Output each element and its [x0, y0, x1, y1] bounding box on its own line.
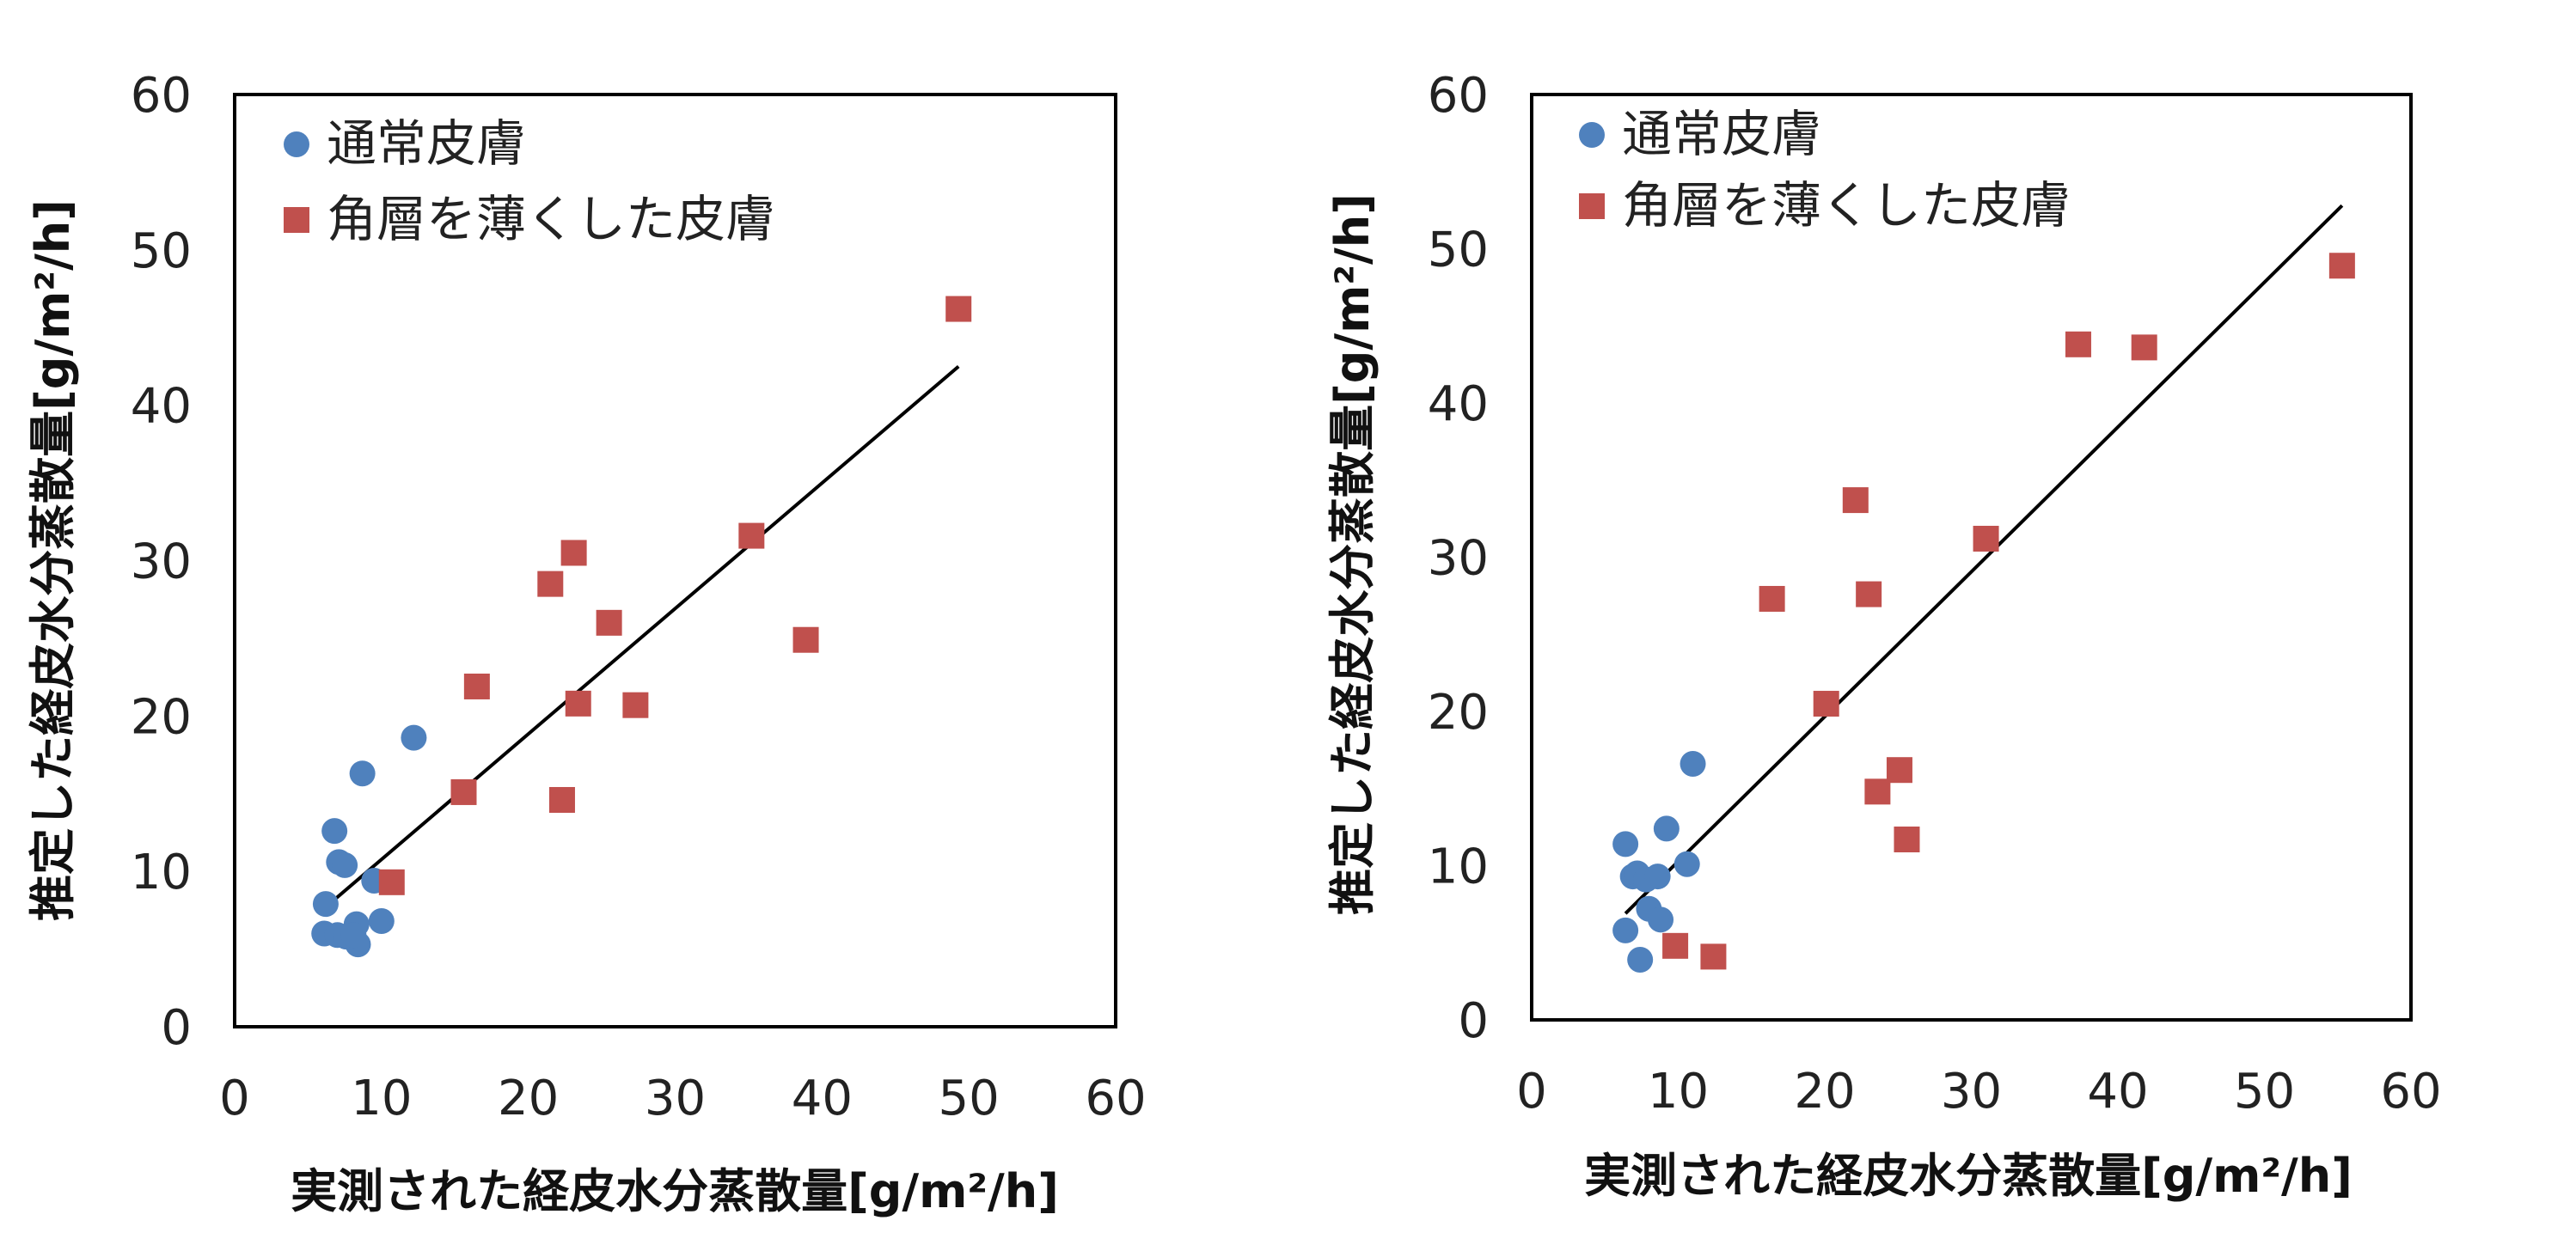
data-point-thinned-skin	[738, 522, 765, 549]
data-point-thinned-skin	[1856, 581, 1882, 607]
data-point-normal-skin	[321, 818, 348, 845]
x-tick-label: 10	[1648, 1064, 1709, 1120]
x-axis-title: 実測された経皮水分蒸散量[g/m²/h]	[291, 1164, 1059, 1218]
plot-area-frame	[233, 93, 1117, 1028]
x-tick-label: 60	[1085, 1071, 1146, 1126]
x-tick-label: 40	[792, 1071, 853, 1126]
x-tick-label: 50	[939, 1071, 1000, 1126]
y-tick-label: 20	[1428, 685, 1489, 741]
x-tick-label: 20	[498, 1071, 559, 1126]
data-point-normal-skin	[1653, 815, 1680, 842]
data-point-normal-skin	[1648, 906, 1674, 933]
data-points	[311, 296, 972, 958]
legend-marker-normal	[284, 131, 309, 157]
x-tick-label: 50	[2234, 1064, 2295, 1120]
legend: 通常皮膚 角層を薄くした皮膚	[1579, 105, 2071, 235]
legend-label-thinned: 角層を薄くした皮膚	[327, 190, 775, 248]
x-tick-labels: 0 10 20 30 40 50 60	[219, 1071, 1146, 1126]
x-tick-label: 30	[1941, 1064, 2002, 1120]
x-tick-label: 30	[645, 1071, 706, 1126]
data-point-normal-skin	[1627, 946, 1654, 973]
y-tick-label: 50	[131, 223, 192, 279]
data-point-normal-skin	[368, 908, 395, 935]
legend: 通常皮膚 角層を薄くした皮膚	[284, 114, 775, 248]
x-tick-label: 0	[219, 1071, 250, 1126]
data-point-normal-skin	[1673, 851, 1700, 877]
left-chart: 0 10 20 30 40 50 60 0 10 20 30 40 50 60 通常皮膚 角層を薄くした…	[26, 68, 1147, 1218]
y-tick-labels: 0 10 20 30 40 50 60	[1428, 68, 1489, 1049]
y-tick-label: 60	[131, 68, 192, 124]
data-point-normal-skin	[332, 851, 358, 878]
data-point-thinned-skin	[1662, 932, 1689, 959]
data-point-thinned-skin	[622, 692, 649, 718]
legend-label-thinned: 角層を薄くした皮膚	[1622, 176, 2071, 235]
y-tick-label: 20	[131, 689, 192, 745]
y-tick-label: 0	[161, 1000, 192, 1056]
data-point-thinned-skin	[1842, 487, 1869, 514]
y-tick-label: 10	[1428, 839, 1489, 895]
y-tick-labels: 0 10 20 30 40 50 60	[131, 68, 192, 1056]
data-point-thinned-skin	[378, 869, 405, 895]
data-point-thinned-skin	[2328, 253, 2355, 279]
legend-marker-thinned	[284, 207, 309, 233]
data-point-normal-skin	[349, 760, 376, 787]
y-axis-title: 推定した経皮水分蒸散量[g/m²/h]	[26, 199, 80, 921]
y-tick-label: 10	[131, 845, 192, 900]
x-tick-labels: 0 10 20 30 40 50 60	[1516, 1064, 2441, 1120]
data-points	[1612, 204, 2355, 973]
data-point-thinned-skin	[2065, 331, 2091, 357]
data-point-thinned-skin	[1813, 691, 1839, 717]
y-tick-label: 40	[1428, 376, 1489, 432]
data-point-thinned-skin	[1759, 585, 1785, 612]
data-point-thinned-skin	[560, 540, 587, 566]
y-tick-label: 50	[1428, 223, 1489, 278]
data-point-thinned-skin	[1973, 525, 1999, 552]
y-axis-title: 推定した経皮水分蒸散量[g/m²/h]	[1325, 193, 1380, 915]
data-point-thinned-skin	[548, 786, 575, 813]
x-tick-label: 10	[351, 1071, 412, 1126]
data-point-normal-skin	[312, 891, 339, 918]
plot-area-frame	[1530, 93, 2413, 1022]
data-point-thinned-skin	[463, 673, 490, 699]
data-point-thinned-skin	[1700, 943, 1727, 970]
legend-marker-normal	[1579, 122, 1605, 148]
legend-marker-thinned	[1579, 193, 1605, 219]
data-point-normal-skin	[340, 922, 367, 949]
trendline	[1624, 204, 2344, 915]
x-tick-label: 20	[1794, 1064, 1855, 1120]
x-axis-title: 実測された経皮水分蒸散量[g/m²/h]	[1584, 1149, 2353, 1203]
data-point-normal-skin	[1612, 917, 1639, 943]
data-point-thinned-skin	[450, 778, 477, 805]
data-point-thinned-skin	[565, 690, 591, 717]
x-tick-label: 60	[2380, 1064, 2441, 1120]
y-tick-label: 60	[1428, 68, 1489, 124]
data-point-thinned-skin	[2131, 334, 2157, 361]
data-point-normal-skin	[1680, 751, 1706, 778]
data-point-thinned-skin	[1864, 778, 1891, 805]
x-tick-label: 40	[2087, 1064, 2148, 1120]
data-point-thinned-skin	[1894, 826, 1920, 852]
data-point-thinned-skin	[792, 626, 819, 653]
legend-label-normal: 通常皮膚	[327, 114, 526, 173]
y-tick-label: 40	[131, 379, 192, 435]
x-tick-label: 0	[1516, 1064, 1547, 1120]
y-tick-label: 30	[131, 534, 192, 590]
data-point-thinned-skin	[537, 571, 564, 597]
data-point-normal-skin	[1612, 831, 1639, 857]
right-chart: 0 10 20 30 40 50 60 0 10 20 30 40 50 60 通常皮膚 角層を薄くした…	[1325, 68, 2442, 1203]
data-point-normal-skin	[401, 724, 427, 751]
trendline	[324, 364, 960, 909]
data-point-thinned-skin	[596, 609, 622, 636]
data-point-thinned-skin	[1886, 757, 1912, 784]
legend-label-normal: 通常皮膚	[1622, 105, 1821, 163]
y-tick-label: 30	[1428, 531, 1489, 587]
data-point-normal-skin	[1644, 864, 1671, 890]
data-point-thinned-skin	[945, 296, 972, 322]
y-tick-label: 0	[1458, 993, 1489, 1049]
